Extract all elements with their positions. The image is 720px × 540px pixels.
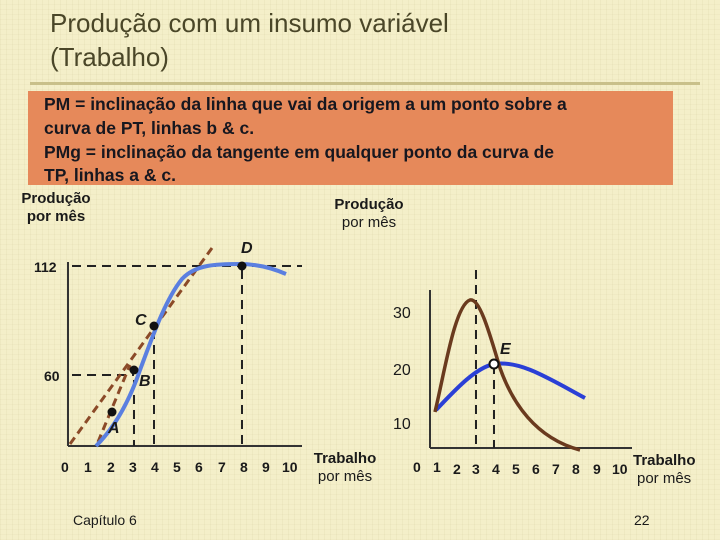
left-x-tick: 2: [107, 459, 115, 475]
right-x-label-line-1: Trabalho: [633, 452, 696, 469]
right-x-tick: 9: [593, 461, 601, 477]
right-x-tick: 7: [552, 461, 560, 477]
left-x-tick: 9: [262, 459, 270, 475]
left-x-tick: 8: [240, 459, 248, 475]
left-x-tick: 0: [61, 459, 69, 475]
left-guides: [72, 265, 302, 446]
title-line-1: Produção com um insumo variável: [50, 8, 449, 38]
right-y-label-line-2: por mês: [341, 214, 397, 231]
chapter-label: Capítulo 6: [73, 512, 137, 528]
right-x-tick: 4: [492, 461, 500, 477]
right-axes: [429, 290, 632, 449]
point-d-marker: [237, 261, 247, 271]
marginal-product-curve: [433, 298, 581, 452]
point-b-marker: [129, 365, 139, 375]
left-y-tick-60: 60: [44, 368, 60, 384]
definition-line-1: PM = inclinação da linha que vai da orig…: [44, 94, 567, 114]
point-d-label: D: [241, 240, 253, 257]
point-a-marker: [107, 407, 117, 417]
left-x-tick: 3: [129, 459, 137, 475]
point-b-label: B: [139, 373, 151, 390]
left-y-label-line-1: Produção: [21, 190, 91, 207]
definition-line-4: TP, linhas a & c.: [44, 165, 176, 185]
point-c-marker: [149, 321, 159, 331]
average-product-curve: [434, 361, 586, 412]
definition-line-2: curva de PT, linhas b & c.: [44, 118, 255, 138]
page-number: 22: [634, 512, 650, 528]
left-x-tick: 1: [84, 459, 92, 475]
right-x-tick: 2: [453, 461, 461, 477]
left-axes: [67, 262, 302, 447]
right-x-tick: 8: [572, 461, 580, 477]
ray-line-c: [68, 247, 214, 445]
right-y-axis-label: Produção por mês: [320, 196, 418, 232]
right-y-label-line-1: Produção: [334, 196, 404, 213]
right-x-tick: 0: [413, 459, 421, 475]
left-y-axis-label: Produção por mês: [8, 190, 104, 226]
slide-title: Produção com um insumo variável (Trabalh…: [50, 6, 449, 74]
right-x-tick: 3: [472, 461, 480, 477]
total-product-curve: [94, 261, 287, 448]
right-guides: [475, 270, 495, 448]
point-e-marker: [488, 358, 500, 370]
title-underline: [30, 82, 700, 85]
left-x-label-line-2: por mês: [317, 468, 373, 485]
title-line-2: (Trabalho): [50, 42, 169, 72]
left-x-tick: 7: [218, 459, 226, 475]
left-x-tick: 6: [195, 459, 203, 475]
right-y-tick-20: 20: [393, 362, 411, 379]
left-x-tick: 5: [173, 459, 181, 475]
tangent-line-a: [96, 364, 132, 443]
definition-box: [28, 91, 673, 185]
right-y-tick-30: 30: [393, 305, 411, 322]
left-x-tick: 4: [151, 459, 159, 475]
right-x-tick: 6: [532, 461, 540, 477]
right-x-tick: 5: [512, 461, 520, 477]
right-x-axis-label: Trabalho por mês: [633, 452, 715, 488]
right-x-label-line-2: por mês: [637, 470, 692, 487]
tangent-lines: [68, 247, 214, 445]
left-x-axis-label: Trabalho por mês: [304, 450, 386, 486]
right-x-tick: 10: [612, 461, 628, 477]
point-a-label: A: [108, 420, 120, 437]
right-y-tick-10: 10: [393, 416, 411, 433]
left-y-tick-112: 112: [34, 259, 57, 275]
point-c-label: C: [135, 312, 147, 329]
left-x-label-line-1: Trabalho: [313, 450, 377, 467]
left-x-tick: 10: [282, 459, 298, 475]
point-e-label: E: [500, 341, 511, 358]
left-y-label-line-2: por mês: [26, 208, 86, 225]
right-x-tick: 1: [433, 459, 441, 475]
definition-line-3: PMg = inclinação da tangente em qualquer…: [44, 142, 555, 162]
